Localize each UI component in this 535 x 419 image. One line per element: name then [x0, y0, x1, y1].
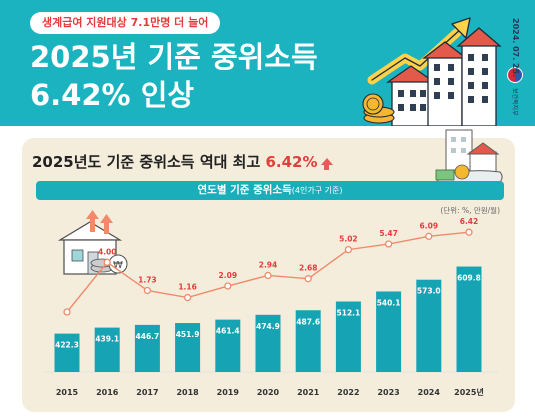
- bar-0: [54, 333, 80, 372]
- rate-value-label: 2.68: [299, 264, 318, 273]
- bar-value-label: 540.1: [377, 298, 401, 307]
- bar-value-label: 609.8: [457, 274, 481, 283]
- bar-6: [295, 310, 321, 372]
- rate-value-label: 2.09: [219, 271, 238, 280]
- bar-2: [134, 324, 160, 372]
- bar-series: [54, 266, 482, 372]
- chart-subtitle-note: (4인가구 기준): [291, 186, 343, 195]
- rate-point-2: [143, 286, 152, 295]
- rate-point-9: [425, 232, 433, 240]
- rate-value-label: 5.02: [339, 235, 358, 244]
- x-tick-label: 2019: [217, 388, 240, 397]
- x-tick-label: 2023: [377, 388, 399, 397]
- x-tick-label: 2024: [418, 388, 441, 397]
- x-tick-label: 2021: [297, 388, 320, 397]
- growth-rate-points: [63, 228, 473, 316]
- rate-value-label: 2.94: [259, 260, 278, 269]
- bar-value-label: 451.9: [176, 330, 200, 339]
- bar-10: [456, 266, 482, 372]
- rate-value-label: 5.47: [379, 229, 398, 238]
- bar-9: [416, 279, 442, 372]
- won-symbol-icon: ₩: [113, 260, 123, 271]
- rate-point-0: [63, 308, 71, 316]
- rate-point-4: [224, 282, 232, 290]
- title-line-2: 6.42% 인상: [30, 78, 195, 112]
- title-line-1: 2025년 기준 중위소득: [30, 40, 318, 74]
- x-tick-label: 2018: [176, 388, 199, 397]
- x-tick-label: 2022: [337, 388, 359, 397]
- header-banner: 생계급여 지원대상 7.1만명 더 늘어 2025년 기준 중위소득 6.42%…: [0, 0, 535, 126]
- chart-subtitle: 연도별 기준 중위소득(4인가구 기준): [36, 181, 504, 200]
- bar-1: [94, 327, 120, 372]
- rate-point-5: [264, 271, 272, 280]
- bar-value-label: 422.3: [55, 341, 79, 350]
- panel-title-highlight: 6.42%: [265, 153, 318, 171]
- bar-value-label: 573.0: [417, 287, 441, 296]
- headline-badge: 생계급여 지원대상 7.1만명 더 늘어: [30, 12, 221, 34]
- bar-value-label: 439.1: [95, 335, 119, 344]
- x-tick-label: 2017: [136, 388, 158, 397]
- rate-point-7: [344, 245, 353, 254]
- chart-labels: 422.3 2015 439.1 2016 4.00 446.7 2017 1.73 451.9…: [55, 217, 484, 397]
- bar-8: [376, 291, 402, 372]
- bar-value-label: 487.6: [296, 317, 320, 326]
- rate-value-label: 1.73: [138, 275, 157, 284]
- bar-value-label: 461.4: [216, 327, 240, 336]
- rate-point-8: [384, 240, 393, 248]
- x-tick-label: 2025년: [454, 387, 484, 397]
- rising-buildings-illustration: [362, 17, 502, 126]
- rate-value-label: 6.42: [460, 217, 479, 226]
- chart-subtitle-bar: 연도별 기준 중위소득(4인가구 기준): [36, 181, 504, 200]
- bar-value-label: 474.9: [256, 322, 280, 331]
- unit-label: (단위: %, 만원/월): [440, 206, 500, 215]
- rate-point-3: [183, 293, 192, 302]
- chart-subtitle-text: 연도별 기준 중위소득: [197, 184, 292, 196]
- rate-point-10: [465, 228, 473, 236]
- ministry-emblem-icon: [507, 67, 523, 83]
- bar-7: [335, 301, 361, 372]
- panel-title: 2025년도 기준 중위소득 역대 최고 6.42%: [32, 151, 333, 172]
- bar-value-label: 512.1: [337, 308, 361, 317]
- bar-5: [255, 314, 281, 372]
- rate-value-label: 4.00: [98, 247, 117, 256]
- panel-title-text: 2025년도 기준 중위소득 역대 최고: [32, 153, 266, 171]
- bar-3: [175, 323, 201, 372]
- x-tick-label: 2015: [56, 388, 79, 397]
- house-illustration: [57, 210, 128, 275]
- rate-point-1: [103, 258, 111, 266]
- bar-4: [215, 319, 241, 372]
- rate-value-label: 6.09: [420, 221, 439, 230]
- up-arrow-icon: [320, 158, 333, 170]
- x-tick-label: 2016: [96, 388, 119, 397]
- rate-value-label: 1.16: [178, 283, 197, 292]
- bar-value-label: 446.7: [136, 332, 160, 341]
- rate-point-6: [304, 275, 312, 283]
- x-tick-label: 2020: [257, 388, 280, 397]
